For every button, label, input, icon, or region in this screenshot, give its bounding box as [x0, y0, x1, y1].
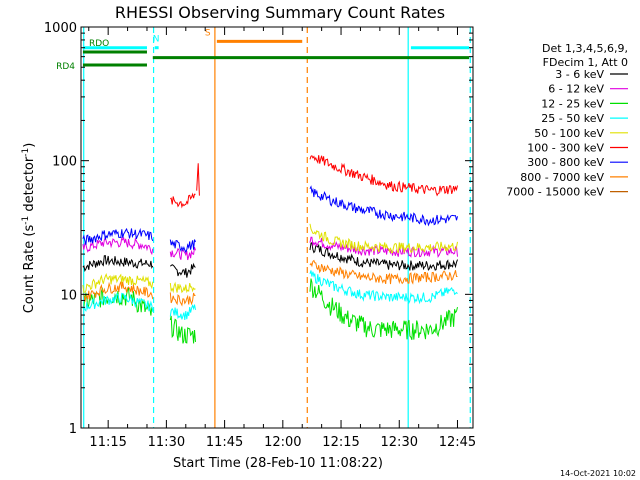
y-tick-label-3: 1000 [44, 21, 77, 36]
y-tick-label-2: 100 [52, 155, 77, 170]
x-tick-label-3: 12:00 [264, 435, 301, 450]
state-label-1: N [153, 35, 160, 45]
legend: Det 1,3,4,5,6,9,FDecim 1, Att 03 - 6 keV… [506, 42, 628, 199]
series-6-pts3 [309, 185, 458, 227]
y-axis-label: Count Rate (s-1 detector-1) [21, 143, 37, 314]
plot-area: N S RDO RD4 [56, 27, 471, 428]
y-tick-label-0: 1 [69, 422, 77, 437]
x-tick-label-4: 12:15 [322, 435, 359, 450]
series-3-pts3 [309, 270, 458, 305]
x-tick-label-5: 12:30 [381, 435, 418, 450]
x-tick-label-1: 11:30 [148, 435, 185, 450]
state-label-5: RD4 [56, 62, 75, 72]
state-label-2: S [205, 28, 211, 38]
legend-label-8: 7000 - 15000 keV [506, 186, 604, 199]
series-1-pts [82, 236, 154, 256]
x-tick-label-0: 11:15 [89, 435, 126, 450]
series-7-pts [82, 281, 154, 302]
footer-date: 14-Oct-2021 10:02 [560, 469, 636, 478]
legend-label-3: 25 - 50 keV [541, 112, 604, 125]
series-0-pts [82, 255, 154, 272]
axes: 11:15 11:30 11:45 12:00 12:15 12:30 12:45 1 10 10… [44, 21, 476, 450]
series-3-pts [82, 292, 154, 312]
state-label-4: RDO [89, 39, 109, 49]
series-6-pts [82, 227, 154, 245]
legend-label-2: 12 - 25 keV [541, 97, 604, 110]
x-tick-label-6: 12:45 [439, 435, 476, 450]
legend-label-7: 800 - 7000 keV [520, 171, 604, 184]
legend-label-0: 3 - 6 keV [555, 68, 604, 81]
legend-label-4: 50 - 100 keV [534, 127, 604, 140]
series-5-spike [196, 163, 200, 196]
x-tick-label-2: 11:45 [206, 435, 243, 450]
series-7-pts3 [309, 259, 458, 285]
series-2-pts2 [169, 315, 196, 344]
series-5-pts2 [170, 192, 196, 209]
series-4-pts3 [309, 223, 458, 254]
series-6-pts2 [169, 239, 196, 254]
series-2-pts3 [309, 278, 458, 340]
y-tick-label-1: 10 [60, 288, 77, 303]
series-5-pts3 [309, 155, 458, 197]
plot-frame [80, 26, 474, 429]
series-0-pts2 [169, 262, 196, 278]
legend-label-6: 300 - 800 keV [527, 156, 604, 169]
series-4-pts [82, 272, 154, 293]
series-3-pts2 [169, 304, 196, 321]
x-axis-label: Start Time (28-Feb-10 11:08:22) [173, 456, 383, 471]
legend-label-1: 6 - 12 keV [548, 83, 604, 96]
legend-header-1: FDecim 1, Att 0 [543, 56, 628, 69]
chart-title: RHESSI Observing Summary Count Rates [115, 3, 445, 22]
series-7-pts2 [169, 292, 196, 307]
legend-label-5: 100 - 300 keV [527, 142, 604, 155]
series-0-pts3 [309, 241, 458, 271]
legend-header-0: Det 1,3,4,5,6,9, [542, 42, 628, 55]
series-4-pts2 [169, 281, 196, 294]
